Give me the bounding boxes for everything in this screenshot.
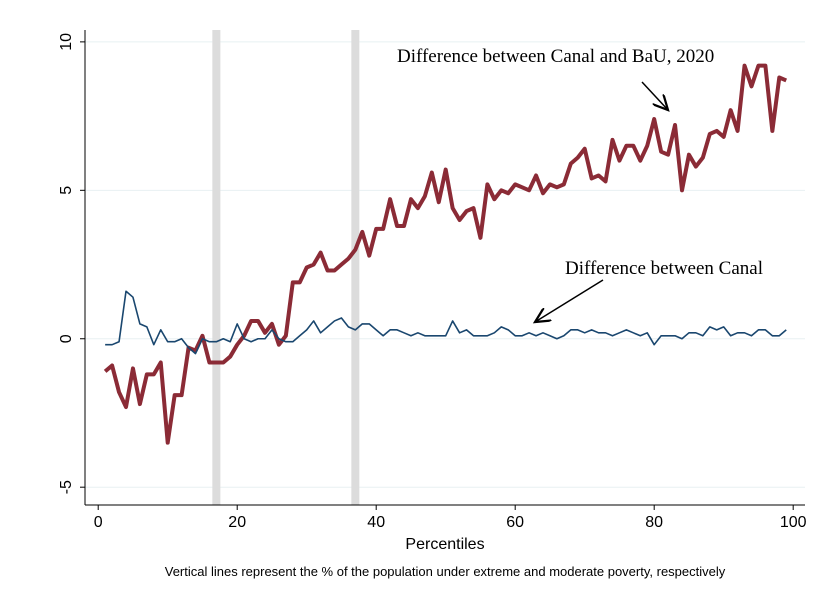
plot-layer (85, 30, 805, 505)
annotation: Difference between Canal (565, 258, 763, 279)
x-tick-label: 80 (645, 514, 663, 531)
x-tick-label: 20 (228, 514, 246, 531)
series-line (105, 290, 787, 355)
note: Vertical lines represent the % of the po… (165, 564, 726, 579)
annotation-arrow (641, 81, 668, 110)
y-tick-label: -5 (58, 480, 75, 494)
y-tick-label: 5 (58, 186, 75, 195)
x-tick-label: 0 (94, 514, 103, 531)
x-axis-label: Percentiles (405, 536, 484, 553)
x-tick-label: 100 (780, 514, 807, 531)
x-tick-label: 40 (367, 514, 385, 531)
annotation-arrow (535, 279, 604, 322)
annotation: Difference between Canal and BaU, 2020 (397, 46, 714, 67)
x-tick-label: 60 (506, 514, 524, 531)
y-tick-label: 0 (58, 334, 75, 343)
series-line (103, 63, 788, 445)
y-tick-label: 10 (58, 33, 75, 51)
